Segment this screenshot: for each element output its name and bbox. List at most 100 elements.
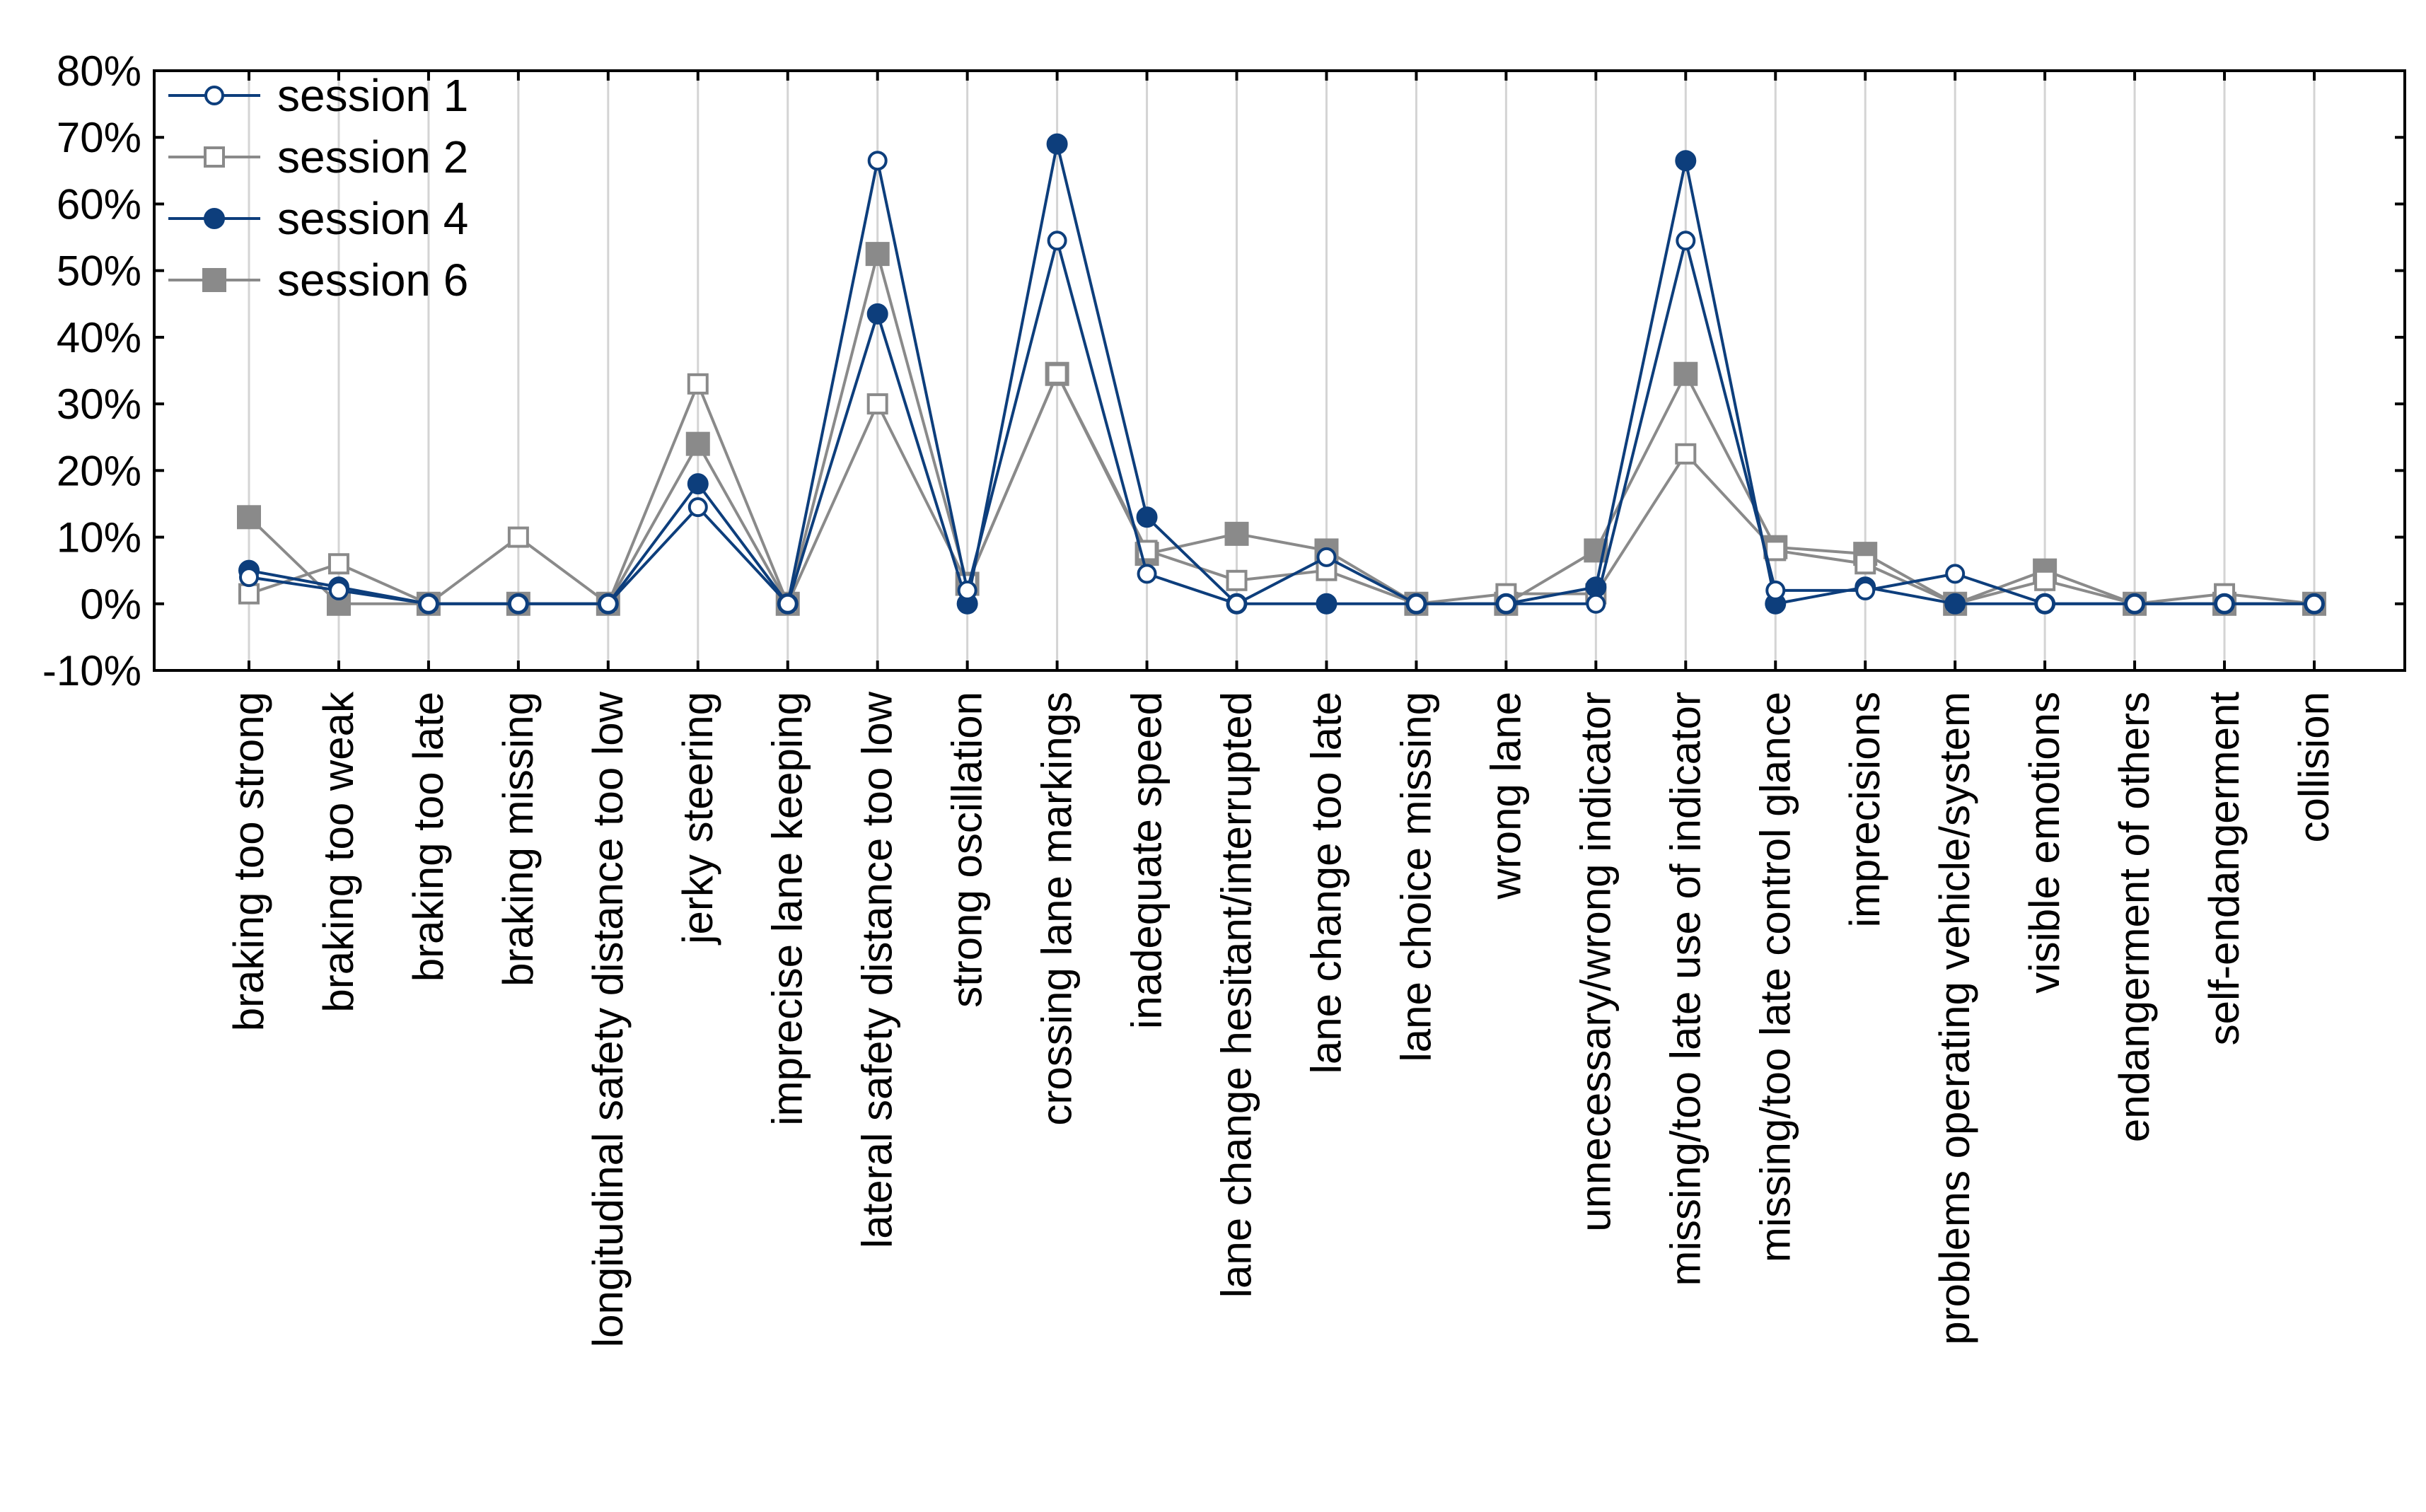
x-category-label: lateral safety distance too low xyxy=(854,691,901,1248)
legend-entry: session 2 xyxy=(168,132,468,182)
data-point xyxy=(1855,553,1876,575)
data-point xyxy=(777,593,798,614)
plot-frame xyxy=(153,69,2406,672)
data-point xyxy=(237,505,261,530)
y-tick-labels: -10% 0% 10% 20% 30% 40% 50% 60% 70% 80% xyxy=(42,47,141,694)
legend-marker xyxy=(204,146,225,168)
legend-label: session 2 xyxy=(277,132,468,182)
legend-entry: session 4 xyxy=(168,193,468,244)
data-point xyxy=(1675,443,1697,465)
x-category-label: problems operating vehicle/system xyxy=(1931,692,1978,1345)
data-point xyxy=(418,593,439,614)
x-category-label: unnecessary/wrong indicator xyxy=(1572,692,1619,1232)
legend-marker xyxy=(204,208,225,229)
data-point xyxy=(1765,540,1787,562)
data-point xyxy=(238,583,260,605)
data-point xyxy=(685,431,710,456)
legend-label: session 4 xyxy=(277,193,468,244)
data-point xyxy=(507,526,529,548)
data-point xyxy=(2304,593,2324,614)
data-point xyxy=(1316,593,1337,615)
data-point xyxy=(1765,580,1786,600)
y-tick-label: 10% xyxy=(57,514,141,562)
data-point xyxy=(866,303,888,325)
data-point xyxy=(687,373,709,395)
y-tick-label: 70% xyxy=(57,114,141,161)
legend-marker xyxy=(204,86,224,105)
data-point xyxy=(1945,564,1966,584)
data-point xyxy=(2034,569,2056,591)
x-category-label: imprecisions xyxy=(1841,692,1888,927)
y-tick-label: 30% xyxy=(57,380,141,428)
x-category-label: jerky steering xyxy=(674,692,721,946)
x-category-label: crossing lane markings xyxy=(1033,692,1081,1126)
x-category-label: missing/too late control glance xyxy=(1751,692,1799,1262)
data-point xyxy=(865,242,890,267)
x-category-label: inadequate speed xyxy=(1123,692,1171,1029)
y-tick-label: 60% xyxy=(57,180,141,228)
legend-label: session 1 xyxy=(277,70,468,121)
x-category-label: missing/too late use of indicator xyxy=(1661,692,1709,1286)
data-point xyxy=(1224,521,1249,546)
x-category-label: braking too strong xyxy=(225,692,272,1031)
y-tick-label: 20% xyxy=(57,447,141,494)
x-tick-labels: braking too strong braking too weak brakin… xyxy=(225,691,2338,1347)
x-category-label: longitudinal safety distance too low xyxy=(584,691,632,1347)
legend-label: session 6 xyxy=(277,255,468,306)
x-category-label: lane change too late xyxy=(1302,692,1350,1074)
legend: session 1 session 2 session 4 session 6 xyxy=(168,70,468,306)
x-category-label: braking missing xyxy=(494,692,542,987)
x-category-label: visible emotions xyxy=(2021,692,2068,994)
series-line xyxy=(248,370,2315,607)
legend-entry: session 1 xyxy=(168,70,468,121)
data-point xyxy=(327,553,349,575)
data-point xyxy=(1046,133,1068,155)
data-point xyxy=(687,497,708,518)
data-point xyxy=(2125,593,2145,614)
data-point xyxy=(867,151,888,171)
data-point xyxy=(866,393,888,415)
x-category-label: self-endangerment xyxy=(2200,692,2248,1046)
data-point xyxy=(957,580,977,600)
data-point xyxy=(1136,506,1158,528)
data-point xyxy=(1673,361,1698,386)
data-point xyxy=(1047,231,1067,251)
data-point xyxy=(239,567,259,588)
data-point xyxy=(1226,593,1247,614)
x-category-label: wrong lane xyxy=(1482,692,1529,900)
data-point xyxy=(1137,564,1157,584)
data-point xyxy=(1316,547,1337,567)
x-category-label: lane choice missing xyxy=(1392,692,1439,1062)
data-point xyxy=(598,593,618,614)
series-group xyxy=(237,133,2326,616)
y-tick-label: 40% xyxy=(57,314,141,361)
x-category-label: strong oscillation xyxy=(944,692,991,1008)
y-tick-label: 0% xyxy=(80,581,141,628)
data-point xyxy=(1675,150,1697,172)
x-category-label: collision xyxy=(2290,692,2338,842)
x-category-label: lane change hesitant/interrupted xyxy=(1213,692,1260,1298)
data-point xyxy=(687,473,709,495)
y-tick-label: 50% xyxy=(57,248,141,295)
y-tick-label: 80% xyxy=(57,47,141,95)
y-tick-label: -10% xyxy=(42,647,141,694)
data-point xyxy=(1496,593,1516,614)
data-point xyxy=(1855,580,1876,600)
data-point xyxy=(1676,231,1696,251)
legend-marker xyxy=(202,268,226,292)
data-point xyxy=(1944,593,1966,615)
x-category-label: braking too late xyxy=(405,692,452,982)
data-point xyxy=(508,593,528,614)
x-category-label: braking too weak xyxy=(315,691,362,1013)
data-point xyxy=(1406,593,1427,614)
series-session-1 xyxy=(239,151,2324,614)
data-point xyxy=(1046,363,1068,385)
data-point xyxy=(1586,593,1606,614)
x-category-label: endangerment of others xyxy=(2111,692,2158,1142)
legend-entry: session 6 xyxy=(168,255,468,306)
series-line xyxy=(248,160,2314,607)
data-point xyxy=(328,580,349,600)
axes xyxy=(153,69,2406,672)
